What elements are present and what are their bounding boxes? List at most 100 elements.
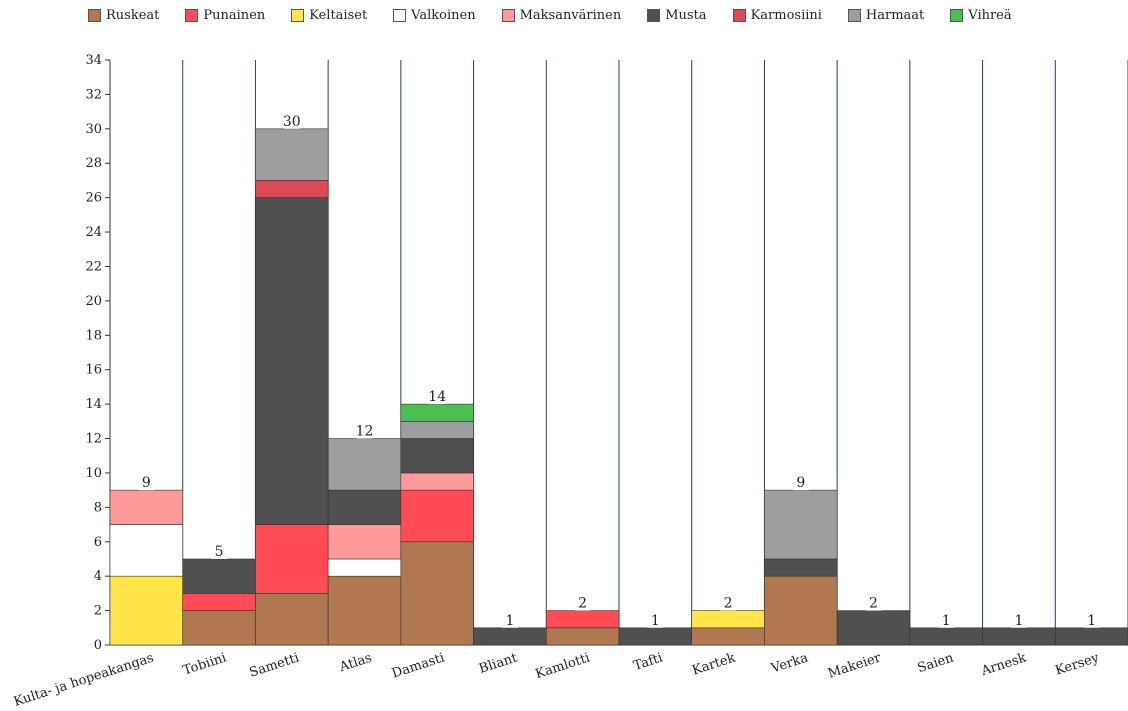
total-label: 9: [796, 475, 805, 491]
legend-swatch: [501, 9, 515, 22]
total-label-bg: [1010, 613, 1027, 628]
y-tick-label: 32: [85, 87, 102, 102]
legend-label: Musta: [665, 8, 707, 23]
legend-item: Musta: [647, 8, 707, 23]
total-label-bg: [356, 424, 373, 439]
bar-segment: [327, 438, 402, 491]
legend-label: Ruskeat: [106, 8, 160, 23]
chart-legend: Ruskeat Punainen Keltaiset Valkoinen Mak…: [88, 8, 1038, 23]
legend-label: Karmosiini: [750, 8, 822, 23]
bar-segment: [909, 627, 983, 646]
legend-label: Valkoinen: [411, 8, 476, 23]
total-label-bg: [211, 544, 228, 559]
y-tick-label: 28: [85, 156, 102, 171]
legend-item: Keltaiset: [291, 8, 367, 23]
legend-swatch: [185, 9, 199, 22]
legend-swatch: [291, 9, 305, 22]
y-tick-label: 2: [94, 604, 102, 619]
total-label: 2: [578, 596, 587, 612]
bar-segment: [255, 593, 329, 646]
y-tick-label: 10: [85, 466, 102, 481]
bar-segment: [836, 610, 911, 646]
total-label: 1: [1087, 613, 1096, 629]
legend-label: Maksanvärinen: [519, 8, 622, 23]
total-label-bg: [501, 613, 518, 628]
total-label: 1: [651, 613, 660, 629]
legend-item: Ruskeat: [88, 8, 159, 23]
bar-segment: [764, 575, 838, 646]
legend-label: Vihreä: [968, 8, 1012, 23]
x-tick-label: Sametti: [248, 651, 301, 681]
x-tick-label: Kartek: [690, 651, 737, 679]
bar-segment: [545, 610, 620, 629]
total-label: 30: [283, 114, 301, 130]
bar-segment: [400, 472, 474, 491]
bar-segment: [255, 180, 329, 198]
legend-label: Harmaat: [865, 8, 925, 23]
total-label: 1: [1014, 613, 1023, 629]
bar-segment: [255, 197, 329, 525]
legend-swatch: [950, 9, 964, 22]
total-label-bg: [647, 613, 664, 628]
bar-segment: [691, 610, 765, 629]
y-tick-label: 22: [85, 259, 102, 274]
bar-segment: [327, 575, 402, 646]
y-tick-label: 0: [94, 638, 102, 653]
bar-segment: [327, 558, 402, 577]
total-label-bg: [938, 613, 955, 628]
x-tick-label: Tafti: [632, 651, 665, 674]
bar-segment: [327, 524, 402, 560]
total-label: 14: [428, 389, 446, 405]
y-tick-label: 24: [85, 225, 102, 240]
y-tick-label: 30: [85, 122, 102, 137]
y-tick-label: 8: [94, 500, 102, 515]
x-tick-label: Kamlotti: [534, 651, 592, 683]
x-tick-label: Saien: [916, 650, 956, 676]
bar-segment: [1054, 627, 1128, 646]
bar-segment: [691, 627, 765, 646]
y-tick-label: 4: [94, 569, 102, 584]
y-tick-label: 14: [85, 397, 102, 412]
bar-segment: [400, 438, 474, 474]
x-tick-label: Arnesk: [979, 651, 1029, 680]
legend-item: Harmaat: [847, 8, 925, 23]
bar-segment: [182, 610, 256, 646]
x-tick-label: Verka: [769, 650, 811, 676]
legend-swatch: [393, 9, 407, 22]
x-tick-label: Tobiini: [181, 651, 228, 679]
legend-swatch: [732, 9, 746, 22]
legend-item: Maksanvärinen: [501, 8, 622, 23]
x-tick-label: Bliant: [477, 650, 520, 677]
y-tick-label: 18: [85, 328, 102, 343]
bar-segment: [400, 403, 474, 422]
total-label-bg: [720, 596, 737, 611]
bar-segment: [764, 558, 838, 577]
x-tick-label: Kersey: [1053, 650, 1101, 678]
total-label-bg: [429, 390, 446, 405]
bar-segment: [545, 627, 620, 646]
bar-segment: [327, 489, 402, 525]
bar-segment: [109, 575, 184, 646]
bar-segment: [109, 524, 184, 577]
total-label-bg: [574, 596, 591, 611]
bar-segment: [400, 421, 474, 439]
x-tick-label: Damasti: [390, 651, 446, 682]
x-tick-label: Atlas: [337, 651, 374, 676]
legend-item: Karmosiini: [732, 8, 822, 23]
bar-segment: [473, 627, 547, 646]
bar-segment: [400, 541, 474, 646]
bar-segment: [182, 593, 256, 611]
total-label-bg: [1083, 613, 1100, 628]
total-label: 2: [869, 596, 878, 612]
legend-item: Vihreä: [950, 8, 1012, 23]
legend-label: Punainen: [203, 8, 266, 23]
bar-segment: [109, 489, 184, 525]
x-tick-label: Makeier: [826, 650, 883, 681]
y-tick-label: 34: [85, 53, 102, 68]
total-label: 1: [942, 613, 951, 629]
total-label-bg: [283, 114, 300, 129]
total-label: 2: [724, 596, 733, 612]
bar-segment: [255, 524, 329, 594]
bar-segment: [982, 627, 1056, 646]
